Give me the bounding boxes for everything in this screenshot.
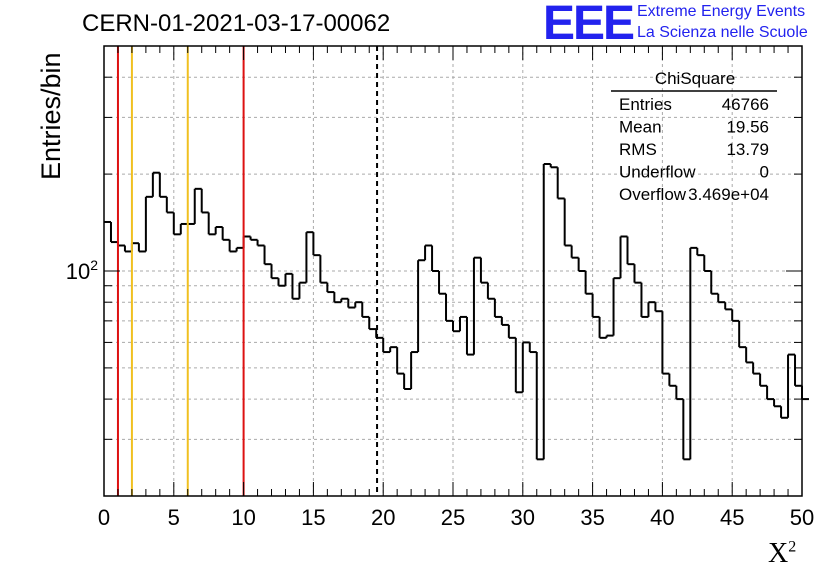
axis-ticks: 0 5 10 15 20 25 30 35 40 45 50 102 xyxy=(66,45,814,530)
x-tick-label: 40 xyxy=(650,505,674,530)
x-tick-label: 10 xyxy=(231,505,255,530)
stats-row-value: 46766 xyxy=(722,95,769,114)
stats-row-label: RMS xyxy=(619,140,657,159)
stats-row-label: Mean xyxy=(619,118,662,137)
y-tick-label: 102 xyxy=(66,257,98,284)
eee-logo: EEE xyxy=(543,0,635,50)
stats-row-label: Underflow xyxy=(619,163,696,182)
logo-subtitle-2: La Scienza nelle Scuole xyxy=(637,24,808,41)
x-tick-label: 15 xyxy=(301,505,325,530)
x-tick-label: 25 xyxy=(441,505,465,530)
stats-row-value: 0 xyxy=(760,163,769,182)
stats-row-value: 3.469e+04 xyxy=(688,185,769,204)
x-tick-label: 45 xyxy=(720,505,744,530)
stats-box: ChiSquare Entries 46766 Mean 19.56 RMS 13.79 Un… xyxy=(611,69,777,204)
x-tick-label: 0 xyxy=(98,505,110,530)
x-tick-label: 20 xyxy=(371,505,395,530)
logo-subtitle-1: Extreme Energy Events xyxy=(637,3,806,20)
x-axis-label-exponent: 2 xyxy=(788,538,797,556)
x-tick-label: 50 xyxy=(790,505,814,530)
stats-row-value: 13.79 xyxy=(726,140,769,159)
x-tick-label: 35 xyxy=(580,505,604,530)
stats-title: ChiSquare xyxy=(655,69,735,88)
x-tick-label: 30 xyxy=(511,505,535,530)
x-tick-label: 5 xyxy=(168,505,180,530)
histogram-bins xyxy=(104,162,809,461)
stats-row-value: 19.56 xyxy=(726,118,769,137)
chart-title: CERN-01-2021-03-17-00062 xyxy=(82,10,391,37)
stats-row-label: Entries xyxy=(619,95,672,114)
x-axis-label-text: X xyxy=(768,538,789,569)
grid-lines xyxy=(104,45,802,497)
x-axis-label: X2 xyxy=(768,538,796,570)
stats-row-label: Overflow xyxy=(619,185,687,204)
